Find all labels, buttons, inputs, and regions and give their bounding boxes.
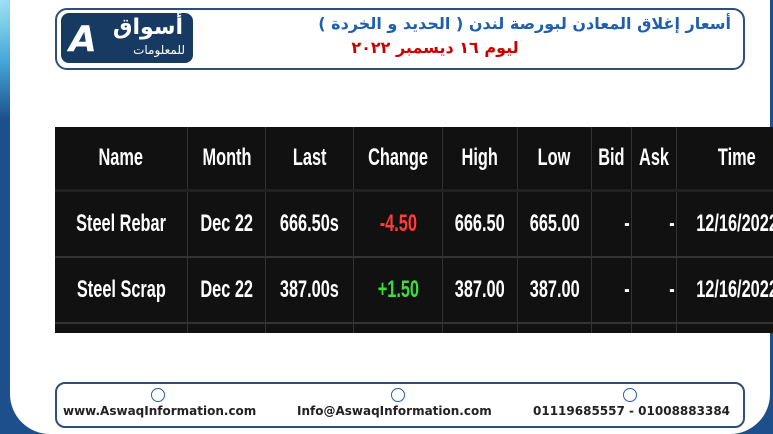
column-header: Time xyxy=(676,127,773,192)
cell: 12/16/2022 xyxy=(676,190,773,258)
column-header: Low xyxy=(517,127,593,192)
subtitle: ليوم ١٦ ديسمبر ٢٠٢٢ xyxy=(351,38,519,57)
phone-icon xyxy=(623,388,637,402)
cell: Dec 22 xyxy=(187,190,267,258)
column-header: Month xyxy=(187,127,267,192)
column-header: High xyxy=(442,127,518,192)
logo-icon: A xyxy=(69,19,97,60)
row: Steel Rebar Dec 22 666.50s -4.50 666.50 … xyxy=(55,190,773,258)
cell: +1.50 xyxy=(353,257,444,324)
footer: www.AswaqInformation.com Info@AswaqInfor… xyxy=(55,382,745,428)
column-header: Last xyxy=(265,127,355,192)
cell: 665.00 xyxy=(517,190,593,258)
logo-name: أسواق xyxy=(112,15,183,40)
cell: Dec 22 xyxy=(187,257,267,324)
cell: 387.00 xyxy=(517,257,593,324)
cell: - xyxy=(591,257,632,324)
header-row: Name Month Last Change High Low Bid Ask … xyxy=(55,127,773,192)
email-icon xyxy=(391,388,405,402)
cell: - xyxy=(631,257,677,324)
logo-tagline: للمعلومات xyxy=(133,43,185,57)
title: أسعار إغلاق المعادن لبورصة لندن ( الحديد… xyxy=(318,14,731,33)
spacer-row xyxy=(55,323,773,333)
cell: - xyxy=(591,190,632,258)
cell: 666.50 xyxy=(442,190,518,258)
website[interactable]: www.AswaqInformation.com xyxy=(63,404,257,418)
cell: -4.50 xyxy=(353,190,444,258)
quotes-table: Name Month Last Change High Low Bid Ask … xyxy=(55,127,773,333)
web-icon xyxy=(151,388,165,402)
phone: 01119685557 - 01008883384 xyxy=(533,404,731,418)
cell: Steel Rebar xyxy=(55,190,189,258)
column-header: Bid xyxy=(591,127,632,192)
cell: Steel Scrap xyxy=(55,257,189,324)
cell: 666.50s xyxy=(265,190,355,258)
column-header: Ask xyxy=(631,127,677,192)
cell: 12/16/2022 xyxy=(676,257,773,324)
cell: 387.00 xyxy=(442,257,518,324)
email[interactable]: Info@AswaqInformation.com xyxy=(297,404,492,418)
column-header: Name xyxy=(55,127,189,192)
column-header: Change xyxy=(353,127,444,192)
logo: A أسواق للمعلومات xyxy=(61,13,193,63)
cell: 387.00s xyxy=(265,257,355,324)
row: Steel Scrap Dec 22 387.00s +1.50 387.00 … xyxy=(55,257,773,324)
cell: - xyxy=(631,190,677,258)
header: A أسواق للمعلومات أسعار إغلاق المعادن لب… xyxy=(55,8,745,70)
